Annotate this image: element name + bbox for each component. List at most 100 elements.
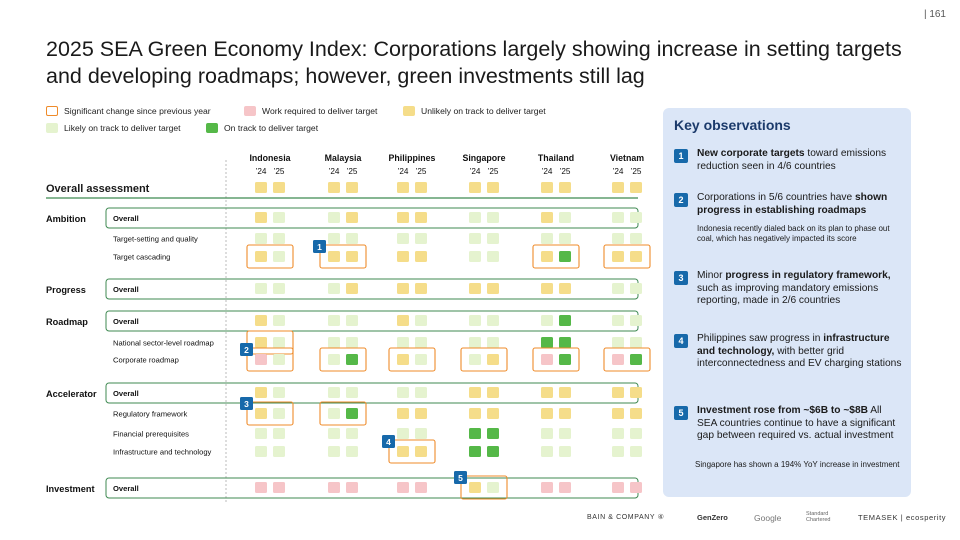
status-cell xyxy=(397,251,409,262)
status-cell xyxy=(346,315,358,326)
status-cell xyxy=(255,233,267,244)
overall-assessment-label: Overall assessment xyxy=(46,183,150,195)
status-cell xyxy=(630,482,642,493)
status-cell xyxy=(630,182,642,193)
status-cell xyxy=(346,354,358,365)
status-cell xyxy=(487,337,499,348)
status-cell xyxy=(397,233,409,244)
status-cell xyxy=(273,337,285,348)
status-cell xyxy=(346,482,358,493)
status-cell xyxy=(397,482,409,493)
status-cell xyxy=(273,283,285,294)
legend-item-likely: Likely on track to deliver target xyxy=(46,123,181,133)
page-number: | 161 xyxy=(923,9,946,20)
status-cell xyxy=(469,428,481,439)
status-cell xyxy=(541,315,553,326)
status-cell xyxy=(255,182,267,193)
status-cell xyxy=(328,212,340,223)
status-cell xyxy=(541,182,553,193)
observation-text: Corporations in 5/6 countries have shown… xyxy=(697,192,888,216)
temasek-ecosperity-logo: TEMASEK | ecosperity xyxy=(858,513,947,522)
status-cell xyxy=(630,408,642,419)
observation-2: 2 Corporations in 5/6 countries have sho… xyxy=(674,192,904,252)
status-cell xyxy=(346,446,358,457)
status-cell xyxy=(541,408,553,419)
observation-badge: 4 xyxy=(674,334,688,348)
significant-change-box xyxy=(246,401,294,426)
status-cell xyxy=(346,408,358,419)
status-cell xyxy=(397,387,409,398)
legend-swatch-likely xyxy=(46,123,58,133)
significant-change-box xyxy=(388,347,436,372)
row-label: Overall xyxy=(113,285,139,294)
status-cell xyxy=(328,315,340,326)
status-cell xyxy=(415,428,427,439)
year-label: ’24 xyxy=(329,167,340,176)
row-label: Financial prerequisites xyxy=(113,430,189,439)
significant-change-box xyxy=(246,330,294,355)
status-cell xyxy=(630,212,642,223)
status-cell xyxy=(487,354,499,365)
legend-label: Work required to deliver target xyxy=(262,106,378,116)
status-cell xyxy=(487,182,499,193)
country-header: Philippines xyxy=(389,153,436,163)
status-cell xyxy=(255,446,267,457)
status-cell xyxy=(415,315,427,326)
status-cell xyxy=(487,387,499,398)
status-cell xyxy=(630,315,642,326)
status-cell xyxy=(273,446,285,457)
row-label: Overall xyxy=(113,484,139,493)
status-cell xyxy=(487,315,499,326)
observation-badge: 2 xyxy=(674,193,688,207)
status-cell xyxy=(273,315,285,326)
year-label: ’25 xyxy=(274,167,285,176)
status-cell xyxy=(328,283,340,294)
observation-badge: 1 xyxy=(674,149,688,163)
status-cell xyxy=(415,182,427,193)
status-cell xyxy=(346,251,358,262)
status-cell xyxy=(397,283,409,294)
bain-logo: BAIN & COMPANY ④ xyxy=(587,514,665,521)
status-cell xyxy=(630,283,642,294)
section-label: Investment xyxy=(46,484,95,494)
status-cell xyxy=(541,354,553,365)
status-cell xyxy=(273,408,285,419)
page-title: 2025 SEA Green Economy Index: Corporatio… xyxy=(46,37,902,88)
status-cell xyxy=(255,212,267,223)
status-cell xyxy=(487,408,499,419)
status-cell xyxy=(346,212,358,223)
status-cell xyxy=(541,482,553,493)
status-cell xyxy=(273,182,285,193)
status-cell xyxy=(415,387,427,398)
status-cell xyxy=(328,428,340,439)
marker-badge xyxy=(240,397,253,410)
observation-1: 1 New corporate targets toward emissions… xyxy=(674,148,904,178)
overall-row-border xyxy=(105,207,639,229)
status-cell xyxy=(328,408,340,419)
status-cell xyxy=(487,283,499,294)
green-economy-heatmap: Indonesia ’24 ’25 Malaysia ’24 ’25 Philippines… xyxy=(46,153,651,502)
status-cell xyxy=(487,212,499,223)
year-label: ’25 xyxy=(631,167,642,176)
status-cell xyxy=(559,251,571,262)
status-cell xyxy=(541,337,553,348)
status-cell xyxy=(328,354,340,365)
status-cell xyxy=(328,251,340,262)
status-cell xyxy=(255,354,267,365)
overall-row-border xyxy=(105,382,639,404)
status-cell xyxy=(415,446,427,457)
row-label: Infrastructure and technology xyxy=(113,448,212,457)
overall-row-border xyxy=(105,278,639,300)
status-cell xyxy=(612,212,624,223)
observation-text: Minor progress in regulatory framework, … xyxy=(697,270,891,306)
status-cell xyxy=(346,387,358,398)
observation-5: 5 Investment rose from ~$6B to ~$8B All … xyxy=(674,405,904,485)
legend-item-ontrack: On track to deliver target xyxy=(206,123,318,133)
status-cell xyxy=(415,251,427,262)
observation-subtext: Singapore has shown a 194% YoY increase … xyxy=(695,460,900,469)
legend-label: Likely on track to deliver target xyxy=(64,123,181,133)
status-cell xyxy=(273,251,285,262)
status-cell xyxy=(612,251,624,262)
significant-change-box xyxy=(532,244,580,269)
status-cell xyxy=(273,212,285,223)
